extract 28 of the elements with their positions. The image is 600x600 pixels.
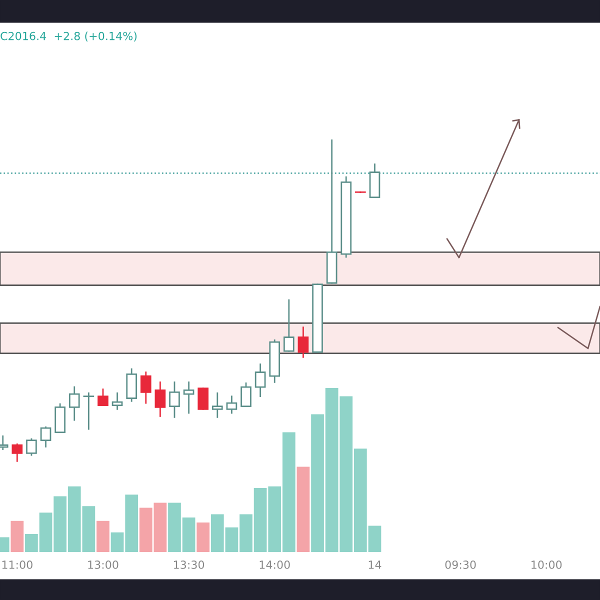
candlestick [83, 392, 94, 430]
candlestick [183, 382, 194, 414]
candlestick [340, 176, 352, 258]
x-tick-label: 14 [368, 560, 382, 569]
candlestick [154, 382, 166, 417]
x-tick-label: 13:00 [88, 560, 118, 569]
candlestick [40, 426, 52, 448]
bar [96, 520, 110, 552]
x-tick-label: 09:30 [445, 560, 476, 569]
chart-title: C2016.4 +2.8 (+0.14%) [0, 32, 137, 42]
candlestick [269, 339, 280, 383]
candlestick [68, 386, 80, 421]
bar [196, 522, 210, 552]
candlestick [126, 368, 137, 402]
candlestick [140, 372, 152, 404]
x-tick-label: 11:00 [2, 560, 32, 569]
candlestick [298, 326, 309, 358]
x-tick-label: 14:00 [260, 560, 290, 569]
x-tick-label: 10:00 [532, 560, 562, 569]
bar [10, 520, 24, 552]
candlestick [12, 443, 23, 462]
candlestick [112, 392, 123, 410]
x-tick-label: 13:30 [174, 560, 204, 569]
candlestick [212, 392, 223, 418]
candlestick [226, 396, 238, 414]
bar [296, 466, 310, 552]
candlestick [254, 364, 266, 398]
candlestick [169, 382, 180, 418]
